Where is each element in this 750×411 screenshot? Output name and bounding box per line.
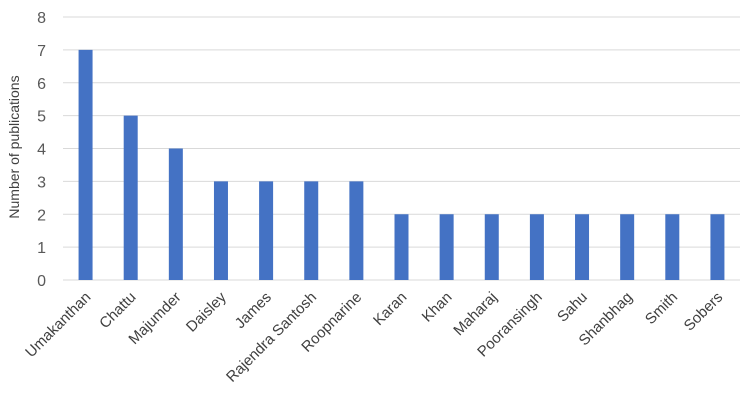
bar xyxy=(529,214,544,280)
bar xyxy=(575,214,590,280)
bar xyxy=(394,214,409,280)
bar xyxy=(123,115,138,280)
x-category-label: Sahu xyxy=(554,289,591,326)
x-category-label: Sobers xyxy=(681,289,727,335)
bar xyxy=(439,214,454,280)
x-category-label: Khan xyxy=(419,289,456,326)
bars xyxy=(78,49,725,280)
y-tick-label: 0 xyxy=(37,273,46,290)
y-tick-label: 1 xyxy=(37,240,46,257)
x-category-label: Daisley xyxy=(183,288,230,335)
y-tick-label: 3 xyxy=(37,174,46,191)
bar xyxy=(259,181,274,280)
x-category-label: Chattu xyxy=(96,289,139,332)
y-tick-label: 7 xyxy=(37,43,46,60)
bar xyxy=(78,49,93,280)
bar xyxy=(349,181,364,280)
bar xyxy=(168,148,183,280)
x-category-label: Karan xyxy=(370,289,410,329)
bar xyxy=(620,214,635,280)
x-category-label: Umakanthan xyxy=(22,289,94,361)
bar xyxy=(710,214,725,280)
y-tick-label: 2 xyxy=(37,207,46,224)
y-tick-label: 5 xyxy=(37,109,46,126)
y-axis-ticks: 0 1 2 3 4 5 6 7 8 xyxy=(37,10,46,290)
y-tick-label: 6 xyxy=(37,76,46,93)
bar xyxy=(304,181,319,280)
bar xyxy=(213,181,228,280)
x-category-label: Smith xyxy=(642,289,681,328)
x-category-label: James xyxy=(232,289,275,332)
y-axis-title: Number of publications xyxy=(6,75,22,218)
bar xyxy=(484,214,499,280)
y-tick-label: 4 xyxy=(37,142,46,159)
y-tick-label: 8 xyxy=(37,10,46,27)
bar xyxy=(665,214,680,280)
